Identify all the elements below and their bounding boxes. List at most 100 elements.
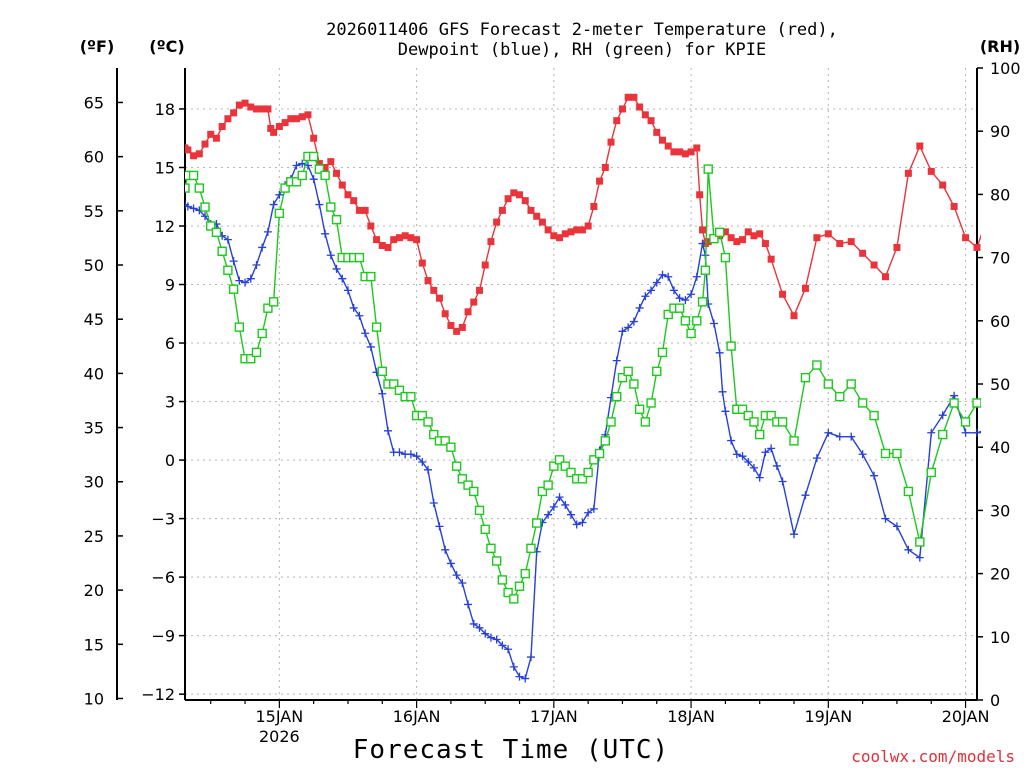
rh-point	[663, 309, 673, 320]
rh-point	[371, 322, 382, 332]
dewpoint-point	[555, 493, 564, 502]
dewpoint-point	[641, 292, 650, 301]
temperature-point	[676, 148, 684, 156]
fahrenheit-tick-label: 30	[84, 473, 104, 492]
temperature-point	[721, 228, 729, 236]
dewpoint-point	[378, 389, 387, 398]
temperature-point	[481, 261, 489, 269]
dewpoint-point	[338, 274, 347, 283]
rh-tick-label: 0	[990, 691, 1000, 710]
dewpoint-point	[732, 450, 741, 459]
dewpoint-point	[618, 327, 627, 336]
dewpoint-point	[452, 571, 461, 580]
dewpoint-point	[332, 264, 341, 273]
fahrenheit-unit-label: (ºF)	[80, 37, 115, 56]
rh-point	[892, 448, 902, 459]
rh-point	[263, 303, 273, 313]
temperature-point	[281, 119, 289, 127]
temperature-point	[241, 99, 249, 107]
rh-point	[194, 183, 204, 193]
celsius-tick-label: 6	[165, 334, 175, 353]
temperature-point	[687, 148, 695, 156]
temperature-point	[475, 286, 483, 294]
rh-tick-label: 80	[990, 185, 1010, 204]
dewpoint-point	[418, 458, 427, 467]
rh-point	[560, 461, 570, 471]
rh-point	[314, 164, 325, 174]
temperature-point	[653, 128, 661, 136]
temperature-point	[624, 93, 632, 101]
temperature-point	[596, 177, 604, 185]
rh-point	[652, 366, 662, 377]
temperature-point	[355, 206, 363, 214]
fahrenheit-tick-label: 65	[84, 93, 104, 112]
temperature-point	[790, 312, 798, 320]
temperature-point	[859, 249, 867, 257]
temperature-point	[696, 191, 704, 199]
celsius-tick-label: 0	[165, 451, 175, 470]
celsius-tick-label: −12	[141, 685, 175, 704]
fahrenheit-tick-label: 35	[84, 419, 104, 438]
rh-point	[749, 417, 759, 427]
rh-point	[743, 410, 753, 421]
dewpoint-point	[269, 200, 278, 209]
temperature-point	[739, 236, 747, 244]
celsius-tick-label: 12	[155, 217, 175, 236]
rh-point	[686, 328, 696, 339]
dewpoint-point	[446, 559, 455, 568]
rh-point	[469, 486, 479, 497]
rh-point	[463, 480, 473, 490]
dewpoint-point	[526, 653, 535, 662]
rh-point	[503, 587, 513, 598]
dewpoint-point	[504, 645, 513, 654]
temperature-point	[293, 115, 301, 123]
dewpoint-point	[326, 251, 335, 260]
dewpoint-point	[355, 311, 364, 320]
rh-point	[777, 417, 788, 427]
dewpoint-point	[509, 662, 518, 671]
rh-point	[423, 417, 433, 427]
temperature-point	[270, 128, 278, 136]
dewpoint-point	[429, 498, 438, 507]
temperature-point	[767, 255, 775, 263]
dewpoint-point	[469, 619, 478, 628]
rh-point	[417, 410, 428, 421]
dewpoint-point	[858, 450, 867, 459]
dewpoint-point	[658, 270, 667, 279]
chart-title-line-1: 2026011406 GFS Forecast 2-meter Temperat…	[326, 20, 838, 40]
rh-point	[634, 404, 645, 414]
rh-point	[451, 461, 462, 471]
rh-point	[937, 429, 948, 440]
temperature-point	[401, 232, 409, 240]
temperature-point	[636, 103, 644, 111]
rh-point	[926, 467, 936, 478]
rh-point	[835, 391, 845, 402]
dewpoint-point	[692, 272, 701, 281]
rh-point	[509, 594, 519, 604]
rh-point	[206, 221, 216, 231]
rh-point	[228, 284, 239, 294]
temperature-point	[699, 226, 707, 234]
temperature-point	[470, 298, 478, 306]
celsius-unit-label: (ºC)	[149, 37, 184, 56]
rh-point	[755, 429, 765, 440]
dewpoint-point	[349, 303, 358, 312]
temperature-point	[298, 113, 306, 121]
rh-point	[474, 505, 485, 516]
rh-tick-label: 40	[990, 438, 1010, 457]
rh-point	[280, 183, 290, 193]
dewpoint-point	[612, 356, 621, 365]
fahrenheit-tick-label: 50	[84, 256, 104, 275]
celsius-tick-label: 18	[155, 100, 175, 119]
temperature-point	[618, 105, 626, 113]
rh-point	[617, 372, 628, 383]
dewpoint-point	[687, 290, 696, 299]
rh-point	[846, 379, 856, 389]
dewpoint-point	[772, 461, 781, 470]
temperature-point	[224, 115, 232, 123]
temperature-point	[573, 226, 581, 234]
dewpoint-point	[629, 317, 638, 326]
dewpoint-point	[727, 436, 736, 445]
x-tick-label: 20JAN	[942, 707, 990, 726]
dewpoint-point	[275, 190, 284, 199]
